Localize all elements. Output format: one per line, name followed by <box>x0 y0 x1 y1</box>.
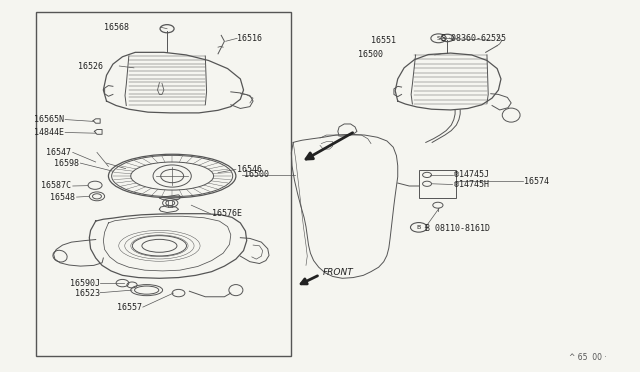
Text: 16557: 16557 <box>116 303 141 312</box>
Text: 16568: 16568 <box>104 23 129 32</box>
Text: 16574: 16574 <box>524 177 549 186</box>
Text: S 08360-62525: S 08360-62525 <box>441 34 506 43</box>
Text: S: S <box>436 36 440 41</box>
Text: 16516: 16516 <box>237 34 262 43</box>
Bar <box>419 170 456 198</box>
Text: FRONT: FRONT <box>323 268 354 277</box>
Text: 16500: 16500 <box>244 170 269 179</box>
Bar <box>36 13 291 356</box>
Text: 16587C: 16587C <box>42 182 72 190</box>
Text: 16551: 16551 <box>371 36 396 45</box>
Text: 16547: 16547 <box>47 148 72 157</box>
Text: 16500: 16500 <box>358 51 383 60</box>
Text: B: B <box>417 225 421 230</box>
Text: 14844E: 14844E <box>34 128 64 137</box>
Text: 16548: 16548 <box>51 193 76 202</box>
Text: 16546: 16546 <box>237 165 262 174</box>
Text: ^ 65  00 ·: ^ 65 00 · <box>569 353 607 362</box>
Text: 16576E: 16576E <box>212 209 242 218</box>
Text: ®14745H: ®14745H <box>454 180 489 189</box>
Text: 16526: 16526 <box>78 61 103 71</box>
Text: 16590J: 16590J <box>70 279 100 288</box>
Text: 16598: 16598 <box>54 159 79 169</box>
Text: ®14745J: ®14745J <box>454 170 489 179</box>
Text: 16523: 16523 <box>75 289 100 298</box>
Text: 16565N: 16565N <box>34 115 64 124</box>
Text: B 08110-8161D: B 08110-8161D <box>425 224 490 233</box>
